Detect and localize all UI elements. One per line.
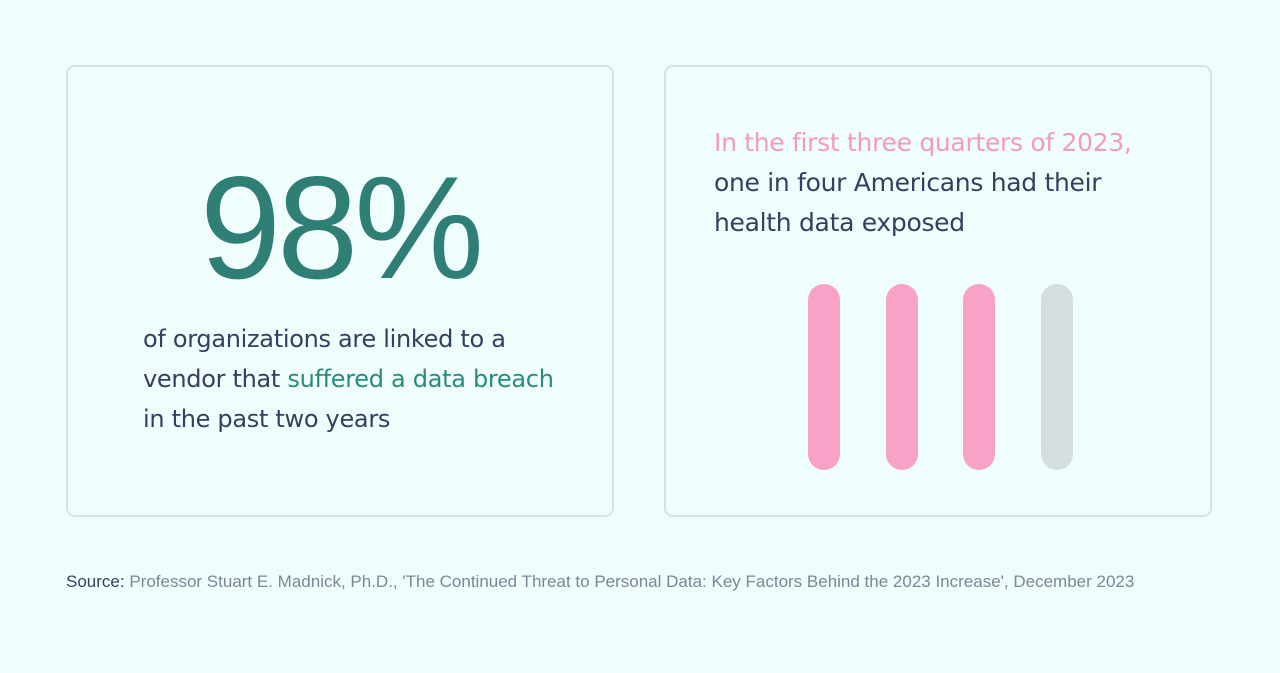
source-text: Professor Stuart E. Madnick, Ph.D., 'The… <box>129 572 1135 591</box>
stat-card-vendor-breach: 98% of organizations are linked to a ven… <box>66 65 614 517</box>
health-data-headline: In the first three quarters of 2023, one… <box>714 123 1184 243</box>
stat-description: of organizations are linked to a vendor … <box>143 319 563 439</box>
headline-dark-part: one in four Americans had their health d… <box>714 168 1102 237</box>
one-in-four-bars <box>666 284 1210 470</box>
stat-description-part1: of organizations are linked to a vendor … <box>143 325 506 393</box>
bar-highlighted <box>886 284 918 470</box>
stat-description-highlight: suffered a data breach <box>287 365 554 393</box>
source-label: Source: <box>66 572 125 591</box>
stat-description-part2: in the past two years <box>143 405 391 433</box>
bar-highlighted <box>963 284 995 470</box>
stat-card-health-data: In the first three quarters of 2023, one… <box>664 65 1212 517</box>
headline-pink-part: In the first three quarters of 2023, <box>714 128 1132 157</box>
bar-highlighted <box>808 284 840 470</box>
bar-muted <box>1041 284 1073 470</box>
source-citation: Source: Professor Stuart E. Madnick, Ph.… <box>66 569 1206 595</box>
big-stat-value: 98% <box>199 146 484 309</box>
